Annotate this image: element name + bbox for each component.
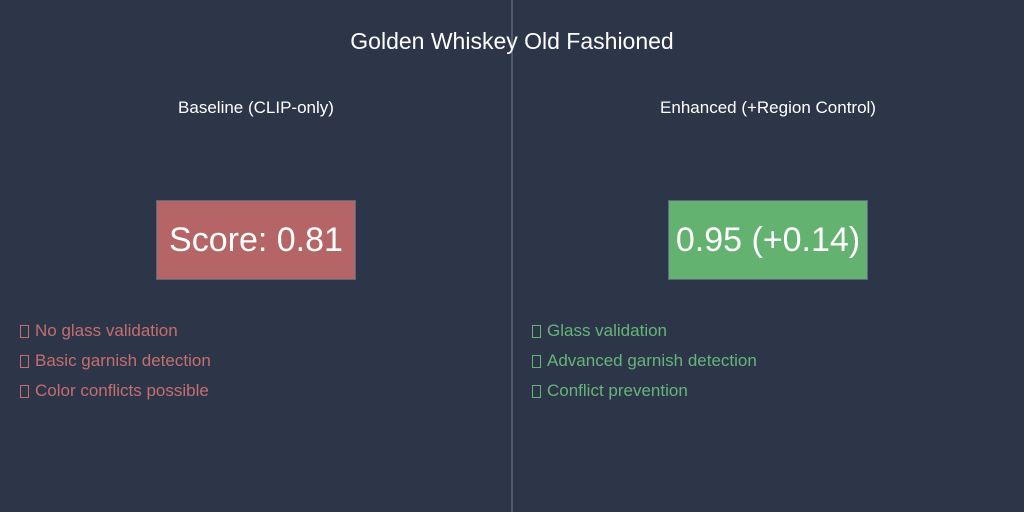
enhanced-feature-item: Advanced garnish detection <box>532 346 757 376</box>
baseline-feature-item: Color conflicts possible <box>20 376 211 406</box>
enhanced-feature-item: Conflict prevention <box>532 376 757 406</box>
feature-label: No glass validation <box>35 321 178 340</box>
enhanced-heading: Enhanced (+Region Control) <box>660 98 876 117</box>
box-icon <box>20 324 29 338</box>
baseline-heading: Baseline (CLIP-only) <box>178 98 334 117</box>
baseline-feature-item: No glass validation <box>20 316 211 346</box>
enhanced-score-box: 0.95 (+0.14) <box>668 200 868 280</box>
enhanced-panel: Enhanced (+Region Control) 0.95 (+0.14) … <box>512 0 1024 512</box>
feature-label: Color conflicts possible <box>35 381 209 400</box>
page-title: Golden Whiskey Old Fashioned <box>350 28 674 54</box>
enhanced-feature-list: Glass validation Advanced garnish detect… <box>532 316 757 406</box>
enhanced-feature-item: Glass validation <box>532 316 757 346</box>
feature-label: Advanced garnish detection <box>547 351 757 370</box>
box-icon <box>20 354 29 368</box>
center-divider <box>511 0 513 512</box>
box-icon <box>532 384 541 398</box>
baseline-score-box: Score: 0.81 <box>156 200 356 280</box>
feature-label: Conflict prevention <box>547 381 688 400</box>
box-icon <box>20 384 29 398</box>
baseline-feature-list: No glass validation Basic garnish detect… <box>20 316 211 406</box>
box-icon <box>532 354 541 368</box>
baseline-panel: Baseline (CLIP-only) Score: 0.81 No glas… <box>20 98 356 406</box>
feature-label: Glass validation <box>547 321 668 340</box>
baseline-feature-item: Basic garnish detection <box>20 346 211 376</box>
feature-label: Basic garnish detection <box>35 351 211 370</box>
box-icon <box>532 324 541 338</box>
